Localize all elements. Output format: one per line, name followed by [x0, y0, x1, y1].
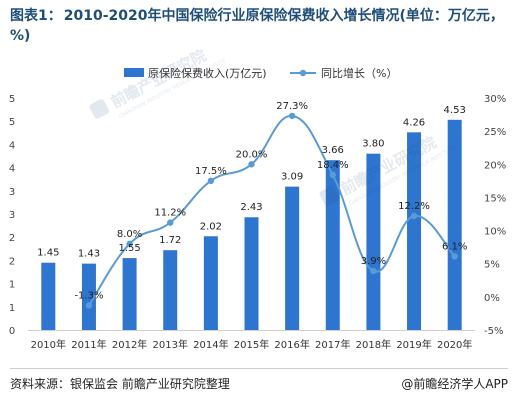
right-tick-label: 25% — [484, 127, 506, 138]
growth-value-label: 6.1% — [442, 241, 467, 252]
growth-value-label: 11.2% — [154, 208, 186, 219]
legend-swatch-point — [299, 69, 307, 77]
bar-value-label: 2.02 — [200, 221, 222, 232]
bar — [163, 250, 178, 330]
right-tick-label: 15% — [484, 193, 506, 204]
bar — [325, 160, 340, 330]
left-tick-label: 4 — [9, 164, 15, 175]
right-tick-label: 0% — [484, 293, 500, 304]
bar-value-label: 1.43 — [78, 249, 100, 260]
growth-line-path — [88, 114, 456, 307]
x-tick-label: 2018年 — [356, 338, 391, 351]
growth-value-label: 18.4% — [317, 160, 349, 171]
left-tick-label: 2 — [9, 233, 15, 244]
x-tick-label: 2017年 — [315, 338, 350, 351]
bar — [407, 132, 422, 330]
legend-label-bar: 原保险保费收入(万亿元) — [148, 66, 267, 80]
x-tick-label: 2020年 — [437, 338, 472, 351]
growth-point — [288, 112, 296, 120]
left-tick-label: 4 — [9, 140, 15, 151]
x-tick-label: 2012年 — [112, 338, 147, 351]
right-tick-label: -5% — [484, 326, 503, 337]
bar-value-label: 3.09 — [281, 172, 303, 183]
growth-point — [85, 302, 93, 309]
axes: 0 1 1 2 2 3 3 4 4 5 5 -5% 0% 5% 10% 15% 20% 25% 30% 2010年 20… — [9, 94, 506, 351]
growth-point — [451, 253, 458, 260]
bars — [41, 119, 462, 330]
growth-line — [85, 112, 458, 309]
left-tick-label: 5 — [9, 94, 15, 105]
growth-value-label: 3.9% — [361, 256, 386, 267]
bar — [447, 119, 462, 330]
growth-point — [248, 161, 255, 168]
left-tick-label: 5 — [9, 117, 15, 128]
growth-point — [329, 171, 336, 179]
bar-value-label: 1.72 — [159, 235, 181, 246]
bar — [203, 236, 218, 330]
bar-value-label: 3.80 — [362, 139, 384, 150]
left-tick-label: 3 — [9, 210, 15, 221]
bar-value-label: 1.45 — [37, 248, 59, 259]
growth-value-label: 27.3% — [276, 101, 308, 112]
bar — [366, 153, 381, 330]
bar — [81, 263, 96, 330]
growth-value-label: 20.0% — [236, 149, 268, 160]
brand-credit: @前瞻经济学人APP — [401, 377, 508, 391]
footer-divider — [10, 368, 508, 369]
x-tick-label: 2014年 — [193, 338, 228, 351]
growth-value-label: -1.3% — [74, 290, 103, 301]
right-tick-label: 5% — [484, 260, 500, 271]
growth-value-label: 17.5% — [195, 166, 227, 177]
bar — [122, 258, 137, 330]
source-note: 资料来源：银保监会 前瞻产业研究院整理 — [10, 377, 230, 391]
growth-point — [126, 240, 133, 248]
left-tick-label: 2 — [9, 256, 15, 267]
growth-value-label: 12.2% — [398, 201, 430, 212]
legend: 原保险保费收入(万亿元) 同比增长（%） — [124, 66, 397, 80]
left-tick-label: 1 — [9, 303, 15, 314]
growth-point — [410, 212, 418, 220]
bar-value-label: 1.55 — [118, 243, 140, 254]
chart-title: 图表1： 2010-2020年中国保险行业原保险保费收入增长情况(单位：万亿元，%… — [10, 6, 510, 46]
x-tick-label: 2010年 — [31, 338, 66, 351]
bar — [285, 186, 300, 330]
x-tick-label: 2016年 — [274, 338, 309, 351]
bar-value-label: 3.66 — [322, 145, 344, 156]
growth-point — [167, 219, 174, 226]
x-tick-label: 2013年 — [153, 338, 188, 351]
growth-value-label: 8.0% — [117, 229, 142, 240]
bar-value-label: 4.26 — [403, 117, 425, 128]
bar-value-label: 2.43 — [240, 202, 262, 213]
right-tick-label: 10% — [484, 227, 506, 238]
left-tick-label: 3 — [9, 187, 15, 198]
bar — [244, 217, 259, 330]
right-tick-label: 30% — [484, 94, 506, 105]
x-tick-label: 2015年 — [234, 338, 269, 351]
right-tick-label: 20% — [484, 160, 506, 171]
title-prefix: 图表1： — [10, 8, 62, 24]
x-tick-label: 2011年 — [71, 338, 106, 351]
growth-point — [370, 267, 377, 275]
x-tick-label: 2019年 — [396, 338, 431, 351]
legend-swatch-bar — [124, 68, 144, 77]
legend-label-line: 同比增长（%） — [321, 66, 397, 80]
bar-value-label: 4.53 — [444, 105, 466, 116]
data-labels: 1.45 1.43 1.55 1.72 2.02 2.43 3.09 3.66 3.80 4.26… — [37, 101, 467, 302]
bar — [41, 262, 56, 330]
title-text: 2010-2020年中国保险行业原保险保费收入增长情况(单位：万亿元，%) — [10, 8, 504, 44]
left-tick-label: 1 — [9, 280, 15, 291]
growth-point — [207, 177, 215, 185]
footer: 资料来源：银保监会 前瞻产业研究院整理 @前瞻经济学人APP — [0, 366, 518, 400]
left-tick-label: 0 — [9, 326, 15, 337]
